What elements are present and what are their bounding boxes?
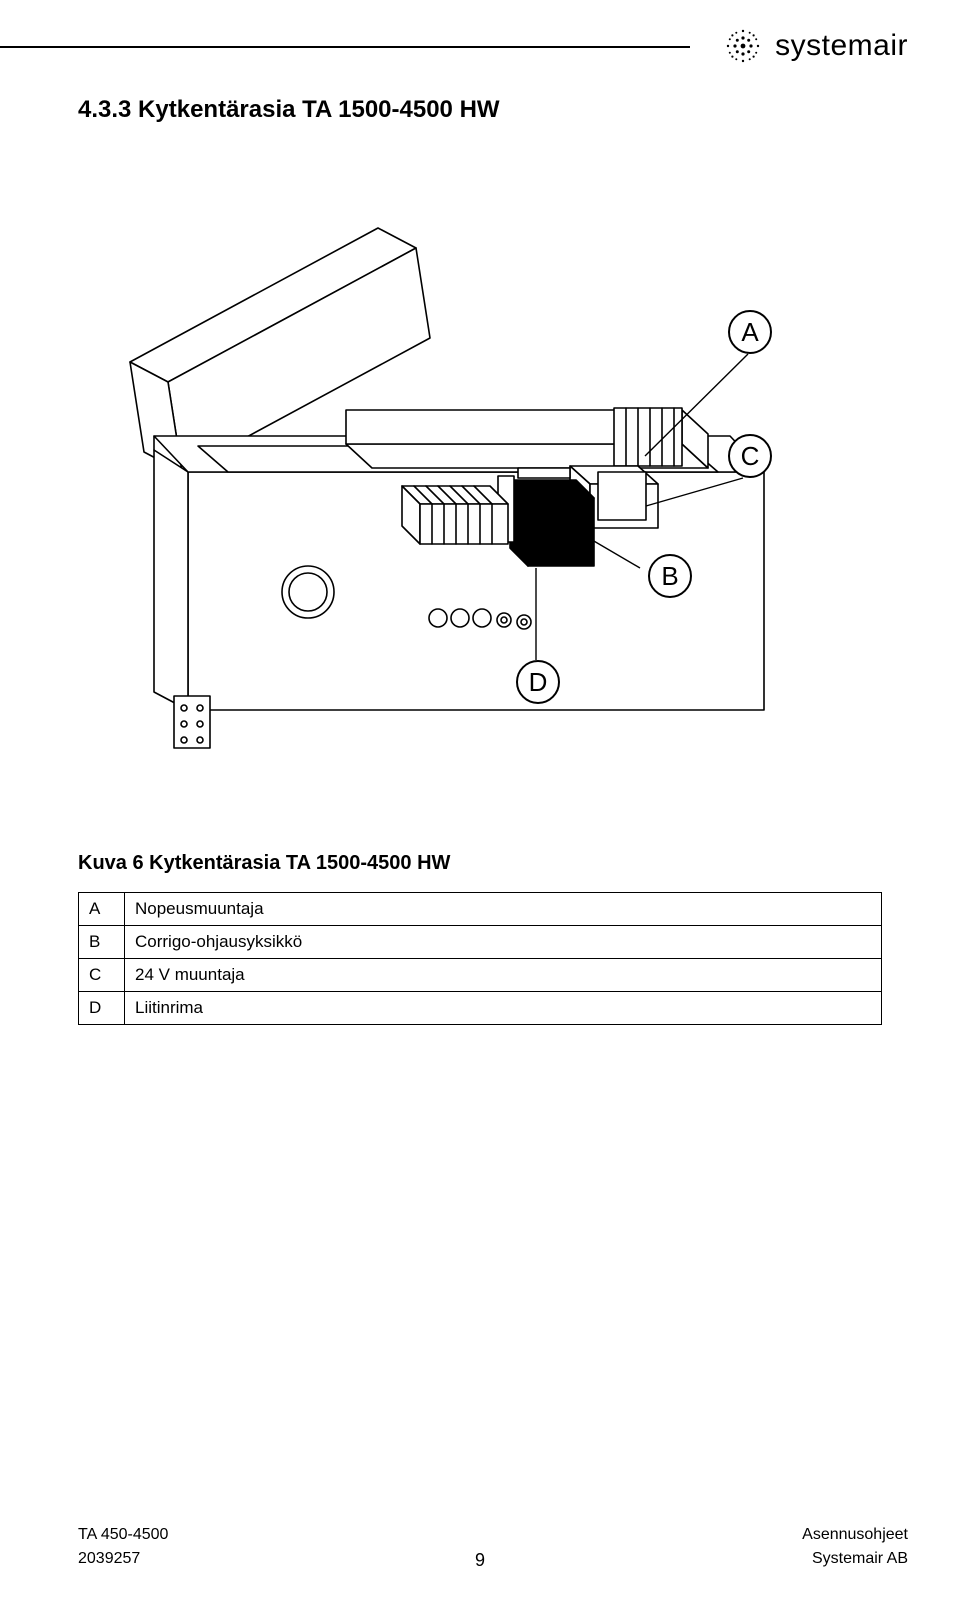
brand-name: systemair bbox=[775, 29, 908, 63]
legend-label: Nopeusmuuntaja bbox=[125, 893, 882, 926]
callout-a: A bbox=[728, 310, 772, 354]
brand-logo: systemair bbox=[721, 24, 908, 68]
table-row: B Corrigo-ohjausyksikkö bbox=[79, 926, 882, 959]
footer-right: Asennusohjeet Systemair AB bbox=[802, 1523, 908, 1571]
callout-b: B bbox=[648, 554, 692, 598]
legend-label: Liitinrima bbox=[125, 992, 882, 1025]
callout-d-label: D bbox=[529, 667, 548, 698]
callout-d: D bbox=[516, 660, 560, 704]
legend-key: B bbox=[79, 926, 125, 959]
legend-label: 24 V muuntaja bbox=[125, 959, 882, 992]
systemair-logo-icon bbox=[721, 24, 765, 68]
legend-key: C bbox=[79, 959, 125, 992]
callout-b-label: B bbox=[661, 561, 678, 592]
callout-c-label: C bbox=[741, 441, 760, 472]
legend-table: A Nopeusmuuntaja B Corrigo-ohjausyksikkö… bbox=[78, 892, 882, 1025]
footer-model: TA 450-4500 bbox=[78, 1523, 168, 1547]
section-heading: 4.3.3 Kytkentärasia TA 1500-4500 HW bbox=[78, 96, 500, 124]
header-rule bbox=[0, 46, 690, 48]
figure-caption: Kuva 6 Kytkentärasia TA 1500-4500 HW bbox=[78, 852, 450, 875]
callout-a-label: A bbox=[741, 317, 758, 348]
callout-c: C bbox=[728, 434, 772, 478]
footer-doc-type: Asennusohjeet bbox=[802, 1523, 908, 1547]
legend-key: A bbox=[79, 893, 125, 926]
table-row: D Liitinrima bbox=[79, 992, 882, 1025]
legend-label: Corrigo-ohjausyksikkö bbox=[125, 926, 882, 959]
technical-figure: A C B D bbox=[78, 150, 882, 830]
legend-key: D bbox=[79, 992, 125, 1025]
table-row: C 24 V muuntaja bbox=[79, 959, 882, 992]
footer-company: Systemair AB bbox=[802, 1547, 908, 1571]
table-row: A Nopeusmuuntaja bbox=[79, 893, 882, 926]
